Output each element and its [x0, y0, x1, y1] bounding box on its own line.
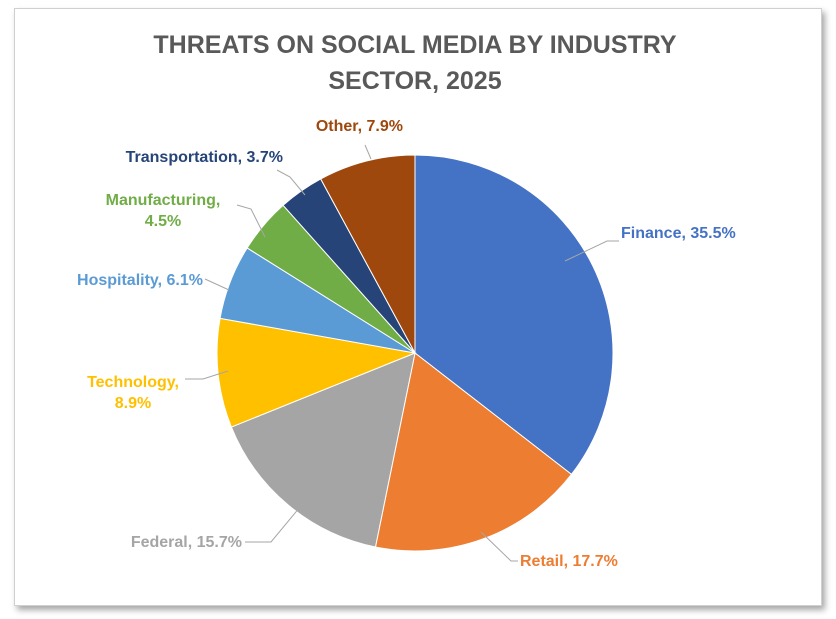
data-label-manufacturing: Manufacturing, 4.5% — [106, 192, 221, 230]
leader-line-transportation — [276, 169, 306, 196]
data-label-hospitality: Hospitality, 6.1% — [77, 272, 203, 289]
pie-slice-federal — [230, 352, 416, 548]
data-label-transportation: Transportation, 3.7% — [126, 149, 283, 166]
chart-title-line-2: SECTOR, 2025 — [328, 67, 501, 95]
pie-slices — [216, 154, 614, 552]
chart-frame: THREATS ON SOCIAL MEDIA BY INDUSTRY SECT… — [14, 8, 822, 606]
leader-line-other — [364, 144, 372, 160]
leader-lines — [185, 144, 619, 562]
leader-line-hospitality — [204, 278, 230, 291]
leader-line-technology — [185, 370, 229, 380]
data-label-retail: Retail, 17.7% — [520, 553, 618, 570]
leader-line-retail — [480, 531, 518, 562]
pie-slice-finance — [414, 154, 614, 476]
data-label-finance: Finance, 35.5% — [621, 225, 736, 242]
chart-title-line-1: THREATS ON SOCIAL MEDIA BY INDUSTRY — [153, 31, 677, 59]
pie-slice-technology — [216, 317, 417, 428]
pie-slice-other — [320, 154, 416, 354]
leader-line-federal — [245, 500, 306, 543]
data-label-technology: Technology, 8.9% — [87, 374, 179, 412]
pie-chart: THREATS ON SOCIAL MEDIA BY INDUSTRY SECT… — [77, 31, 736, 570]
leader-line-manufacturing — [236, 204, 266, 238]
data-labels: Finance, 35.5% Retail, 17.7% Federal, 15.7… — [77, 118, 736, 570]
leader-line-finance — [564, 240, 619, 262]
data-label-other: Other, 7.9% — [316, 118, 403, 135]
pie-slice-retail — [374, 352, 573, 552]
data-label-federal: Federal, 15.7% — [131, 534, 242, 551]
